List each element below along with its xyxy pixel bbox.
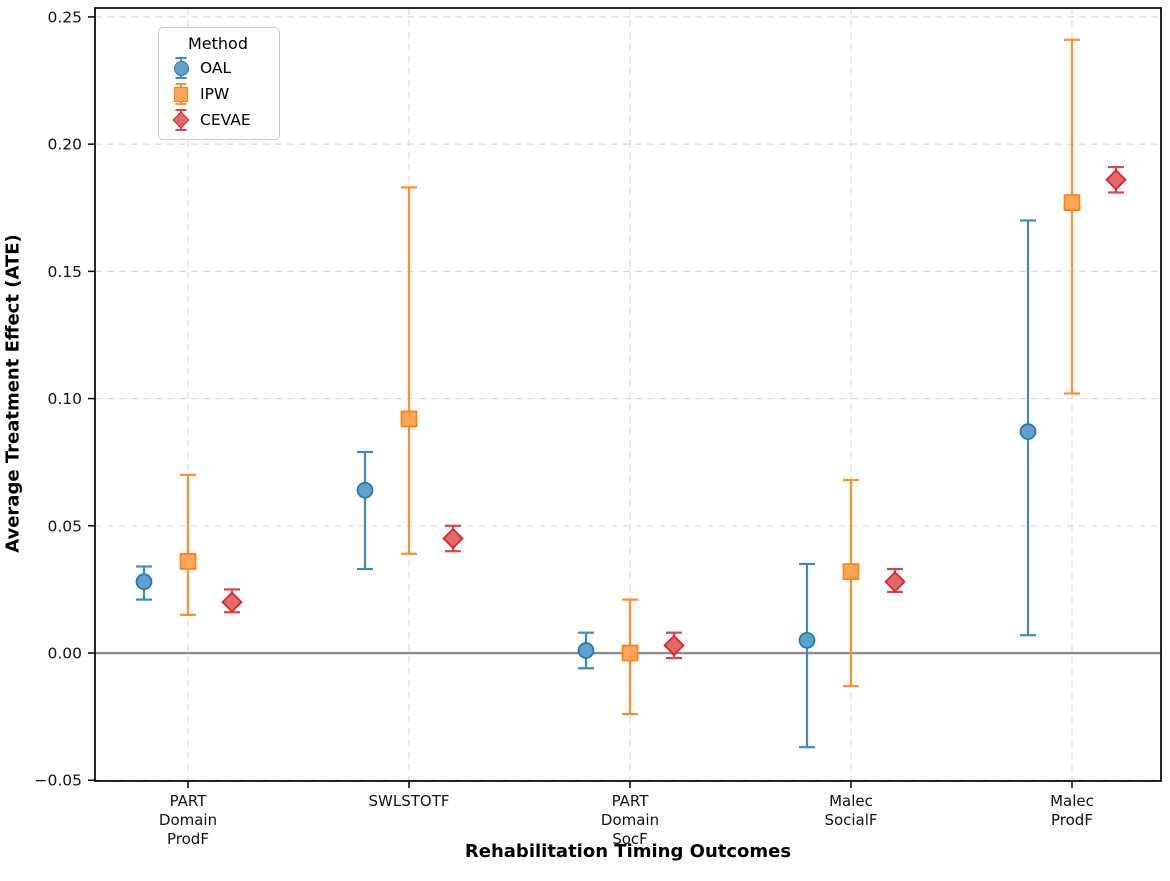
x-tick-label: Malec SocialF <box>824 792 877 829</box>
y-tick-label: 0.05 <box>47 517 82 535</box>
oal-data-point <box>356 481 374 499</box>
oal-data-point <box>1019 423 1037 440</box>
y-axis-title: Average Treatment Effect (ATE) <box>2 234 24 553</box>
x-tick-label: SWLSTOTF <box>369 792 450 810</box>
cevae-data-point <box>221 591 243 613</box>
square-marker-icon <box>174 86 188 102</box>
x-axis-title: Rehabilitation Timing Outcomes <box>464 841 792 862</box>
y-tick-label: 0.00 <box>47 645 82 663</box>
x-tick-label: PART Domain SocF <box>601 792 659 848</box>
circle-marker-icon <box>173 60 189 76</box>
x-tick-label: Malec ProdF <box>1050 792 1094 829</box>
cevae-data-point <box>1105 169 1127 191</box>
y-tick-label: 0.20 <box>47 136 82 154</box>
x-tick-label: PART Domain ProdF <box>159 792 217 848</box>
ipw-data-point <box>621 644 639 662</box>
legend: Method OAL IPW CEVAE <box>158 27 280 140</box>
legend-title: Method <box>187 34 248 53</box>
cevae-data-point <box>663 634 685 657</box>
oal-data-point <box>798 631 816 649</box>
cevae-data-point <box>884 571 906 593</box>
diamond-marker-icon <box>172 111 190 129</box>
legend-item-ipw: IPW <box>167 81 269 107</box>
ipw-data-point <box>179 553 197 570</box>
oal-data-point <box>135 573 153 591</box>
y-tick-label: 0.10 <box>47 390 82 408</box>
legend-label-ipw: IPW <box>200 85 230 103</box>
legend-item-cevae: CEVAE <box>167 107 269 133</box>
oal-data-point <box>577 642 595 659</box>
y-tick-label: 0.15 <box>47 263 82 281</box>
ipw-data-point <box>842 563 860 580</box>
ipw-square-errorbar-icon <box>171 81 191 107</box>
y-tick-label: 0.25 <box>47 8 82 26</box>
plot-border <box>94 7 1162 782</box>
legend-item-oal: OAL <box>167 55 269 81</box>
cevae-diamond-errorbar-icon <box>171 107 191 133</box>
ipw-data-point <box>1063 194 1081 211</box>
ipw-data-point <box>400 410 418 428</box>
legend-label-cevae: CEVAE <box>200 111 251 129</box>
y-tick-label: −0.05 <box>35 772 83 790</box>
oal-circle-errorbar-icon <box>171 55 191 81</box>
cevae-data-point <box>442 527 464 550</box>
legend-label-oal: OAL <box>200 59 232 77</box>
